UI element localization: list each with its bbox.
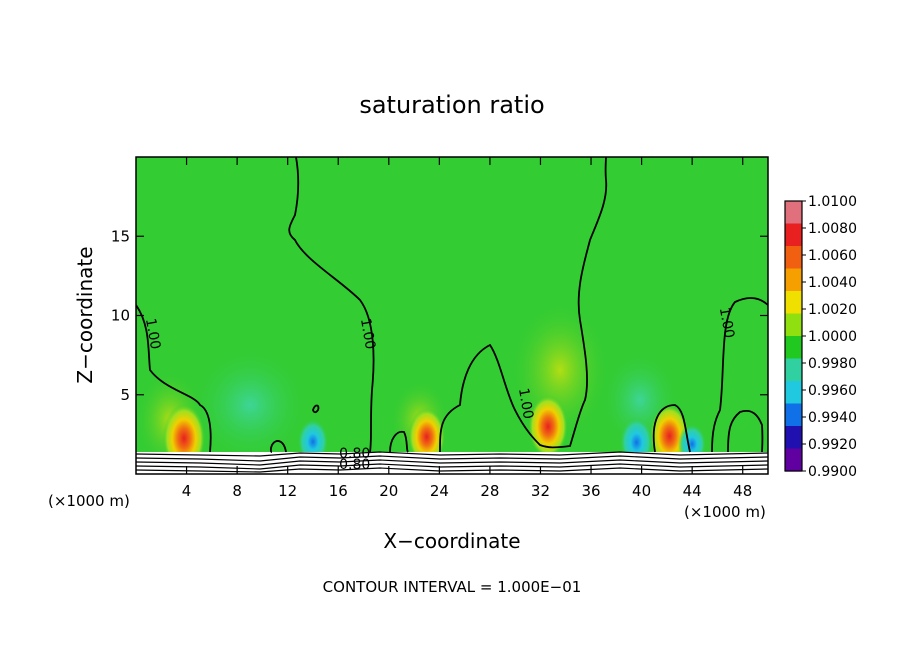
contour-label: 0.80 (339, 457, 370, 473)
x-tick-label: 8 (232, 482, 242, 500)
x-unit-left: (×1000 m) (48, 492, 130, 510)
colorbar-label: 1.0080 (808, 221, 857, 237)
terrain (136, 451, 768, 474)
colorbar-swatch (785, 268, 802, 292)
y-tick-label: 5 (120, 386, 130, 404)
colorbar-label: 1.0040 (808, 275, 857, 291)
colorbar-label: 1.0000 (808, 329, 857, 345)
y-ticks: 5 10 15 (111, 227, 768, 404)
contour-labels: 1.00 1.00 1.00 1.00 0.800.80 (142, 306, 737, 473)
contour-label: 1.00 (515, 387, 536, 420)
x-tick-label: 36 (581, 482, 600, 500)
colorbar-label: 0.9920 (808, 437, 857, 453)
x-tick-label: 48 (733, 482, 752, 500)
x-tick-label: 12 (278, 482, 297, 500)
plot-area: 1.00 1.00 1.00 1.00 0.800.80 (136, 157, 768, 474)
colorbar-swatch (785, 246, 802, 270)
x-unit-right: (×1000 m) (684, 503, 766, 521)
colorbar-label: 1.0020 (808, 302, 857, 318)
colorbar-swatch (785, 336, 802, 360)
x-ticks: 4 8 12 16 20 24 28 32 36 40 44 48 (182, 157, 752, 500)
colorbar-label: 0.9960 (808, 383, 857, 399)
colorbar-swatch (785, 381, 802, 405)
y-tick-label: 15 (111, 227, 130, 245)
colorbar-label: 1.0100 (808, 194, 857, 210)
colorbar-swatch (785, 448, 802, 472)
x-tick-label: 16 (329, 482, 348, 500)
colorbar-swatch (785, 426, 802, 450)
x-tick-label: 40 (632, 482, 651, 500)
colorbar-swatch (785, 291, 802, 315)
colorbar-swatch (785, 313, 802, 337)
contour-lines (136, 157, 768, 453)
chart-title: saturation ratio (359, 91, 544, 119)
contour-label: 1.00 (716, 306, 737, 339)
x-tick-label: 20 (379, 482, 398, 500)
x-tick-label: 32 (531, 482, 550, 500)
contour-interval-footer: CONTOUR INTERVAL = 1.000E−01 (323, 578, 582, 596)
colorbar-label: 0.9980 (808, 356, 857, 372)
colorbar-swatch (785, 358, 802, 382)
colorbar-swatch (785, 201, 802, 225)
x-tick-label: 44 (683, 482, 702, 500)
colorbar-swatch (785, 223, 802, 247)
y-tick-label: 10 (111, 307, 130, 325)
contour-label: 0.80 (339, 446, 370, 462)
colorbar-label: 0.9900 (808, 464, 857, 480)
x-tick-label: 28 (480, 482, 499, 500)
x-axis-label: X−coordinate (383, 529, 520, 553)
colorbar: 1.0100 1.0080 1.0060 1.0040 1.0020 1.0000 0.99… (784, 194, 857, 480)
supersaturation-anomaly (408, 408, 446, 466)
x-tick-label: 24 (430, 482, 449, 500)
colorbar-label: 0.9940 (808, 410, 857, 426)
contour-label: 1.00 (142, 317, 163, 350)
colorbar-swatch (785, 403, 802, 427)
colorbar-label: 1.0060 (808, 248, 857, 264)
x-tick-label: 4 (182, 482, 192, 500)
y-axis-label: Z−coordinate (73, 246, 97, 383)
contour-label: 1.00 (357, 317, 378, 350)
faint-anomaly (190, 345, 310, 465)
